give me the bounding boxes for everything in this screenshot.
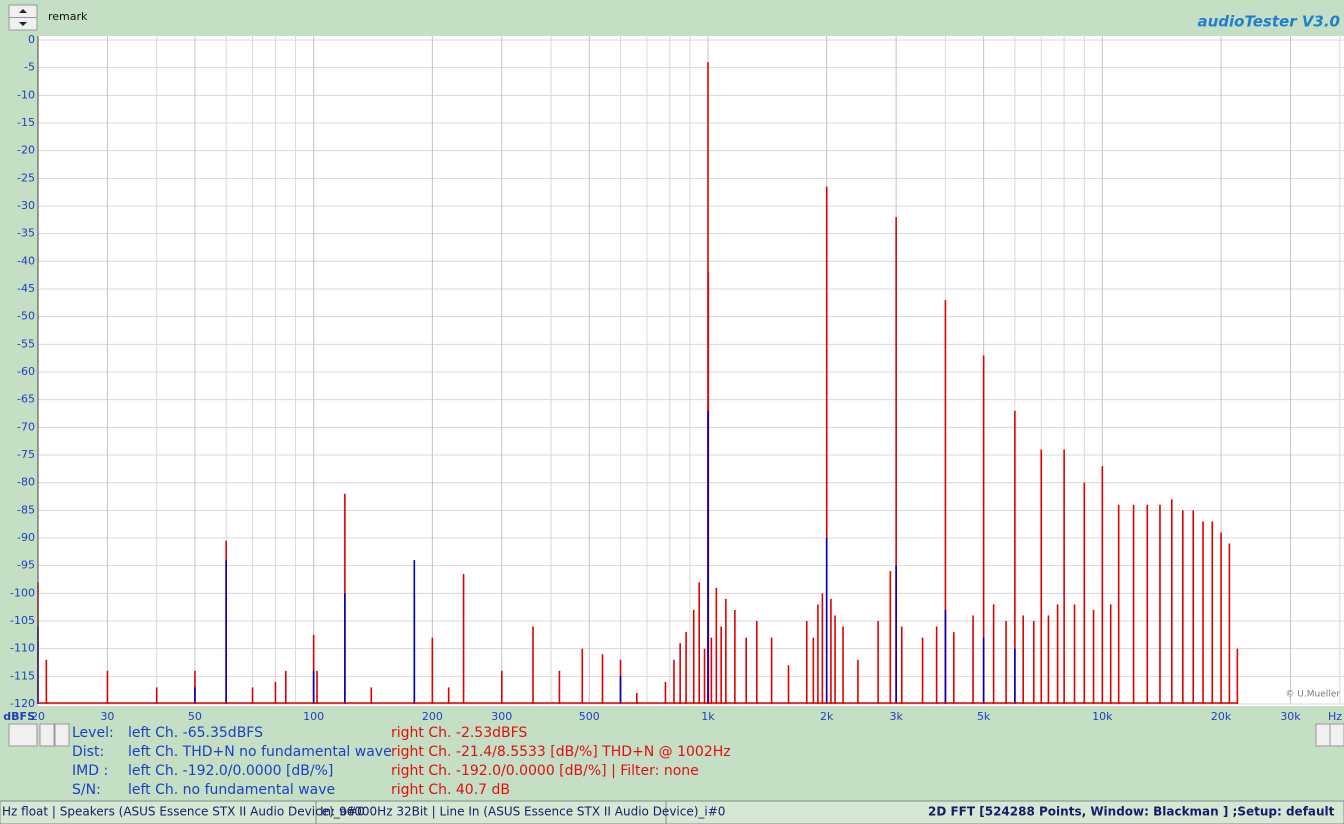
y-tick-label: -80 (17, 476, 35, 489)
x-tick-label: 3k (889, 710, 903, 723)
y-tick-label: -40 (17, 254, 35, 267)
x-tick-label: 100 (303, 710, 324, 723)
y-tick-label: -100 (10, 586, 35, 599)
spinner[interactable] (8, 723, 38, 747)
info-label: S/N: (72, 782, 101, 798)
x-tick-label: 20k (1211, 710, 1232, 723)
info-right: right Ch. -21.4/8.5533 [dB/%] THD+N @ 10… (391, 744, 731, 760)
info-left: left Ch. no fundamental wave (128, 782, 335, 798)
y-tick-label: -95 (17, 559, 35, 572)
spectrum (37, 62, 1239, 704)
x-tick-label: 2k (820, 710, 834, 723)
y-tick-label: -75 (17, 448, 35, 461)
x-tick-label: 500 (579, 710, 600, 723)
y-tick-label: -10 (17, 88, 35, 101)
y-tick-label: -115 (10, 669, 35, 682)
y-tick-label: -65 (17, 393, 35, 406)
x-tick-label: 30k (1280, 710, 1301, 723)
y-tick-label: -90 (17, 531, 35, 544)
info-left: left Ch. THD+N no fundamental wave (128, 744, 392, 760)
y-tick-label: -15 (17, 116, 35, 129)
y-axis-label: dBFS (3, 710, 35, 723)
info-label: Level: (72, 725, 114, 741)
scroll-left[interactable] (1315, 723, 1331, 747)
app-title: audioTester V3.0 (1197, 13, 1340, 31)
y-tick-label: -120 (10, 697, 35, 710)
grid (37, 36, 1344, 705)
x-tick-label: 300 (491, 710, 512, 723)
info-panel: Level: left Ch. -65.35dBFS right Ch. -2.53… (72, 725, 731, 798)
x-tick-label: 5k (977, 710, 991, 723)
y-tick-label: -20 (17, 144, 35, 157)
y-tick-label: 0 (28, 33, 35, 46)
y-tick-label: -50 (17, 310, 35, 323)
info-left: left Ch. -192.0/0.0000 [dB/%] (128, 763, 333, 779)
copyright: © U.Mueller (1285, 690, 1340, 700)
y-tick-label: -105 (10, 614, 35, 627)
scroll-right[interactable] (54, 723, 70, 747)
plot-area (38, 36, 1344, 706)
info-right: right Ch. 40.7 dB (391, 782, 510, 798)
x-tick-label: 1k (701, 710, 715, 723)
info-right: right Ch. -192.0/0.0000 [dB/%] | Filter:… (391, 763, 699, 779)
spinner-arrows (19, 9, 27, 26)
x-tick-label: 200 (422, 710, 443, 723)
y-tick-label: -5 (24, 61, 35, 74)
axes: 0 -5 -10 -15 -20 -25 -30 -35 -40 -45 -50 -55 -60 -65 -… (3, 33, 1342, 723)
x-tick-label: 30 (100, 710, 114, 723)
status-bar (0, 800, 1344, 824)
y-tick-label: -45 (17, 282, 35, 295)
remark: remark (48, 10, 88, 23)
info-label: Dist: (72, 744, 104, 760)
scroll-left[interactable] (39, 723, 55, 747)
x-tick-label: 20 (31, 710, 45, 723)
x-tick-label: 50 (188, 710, 202, 723)
status-fft: 2D FFT [524288 Points, Window: Blackman … (928, 805, 1335, 819)
y-tick-label: -30 (17, 199, 35, 212)
info-label: IMD : (72, 763, 108, 779)
y-tick-label: -85 (17, 503, 35, 516)
y-tick-label: -70 (17, 420, 35, 433)
y-tick-label: -110 (10, 642, 35, 655)
y-tick-label: -55 (17, 337, 35, 350)
scroll-right[interactable] (1329, 723, 1344, 747)
status-input: In: 96000Hz 32Bit | Line In (ASUS Essenc… (320, 805, 725, 819)
y-tick-label: -60 (17, 365, 35, 378)
status-output: Hz float | Speakers (ASUS Essence STX II… (2, 805, 365, 819)
info-right: right Ch. -2.53dBFS (391, 725, 527, 741)
info-left: left Ch. -65.35dBFS (128, 725, 263, 741)
y-tick-label: -25 (17, 171, 35, 184)
y-tick-label: -35 (17, 227, 35, 240)
x-axis-label: Hz (1328, 710, 1342, 723)
x-tick-label: 10k (1092, 710, 1113, 723)
